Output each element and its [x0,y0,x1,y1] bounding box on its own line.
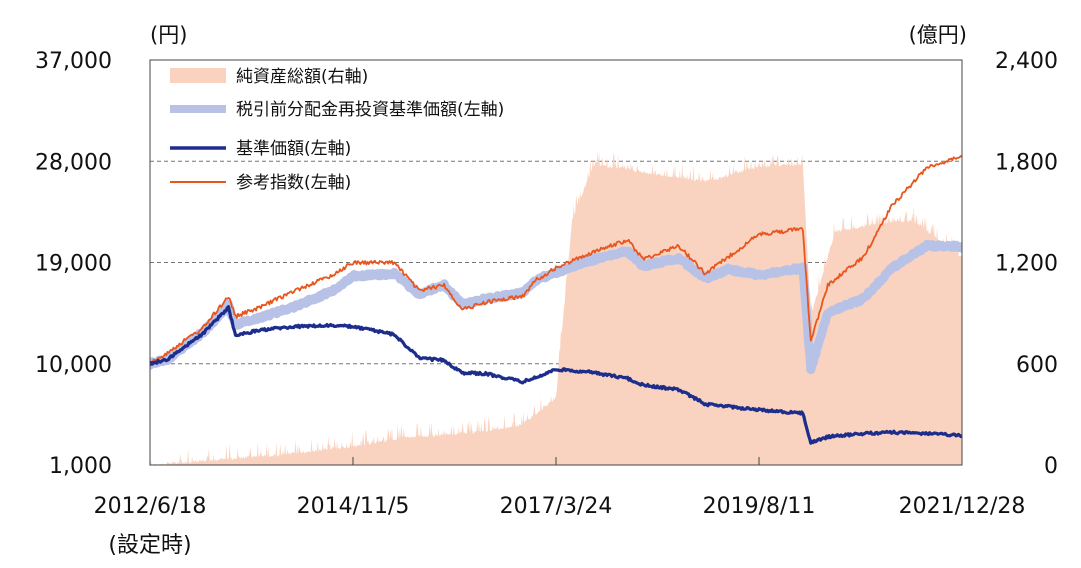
y-right-tick-label: 0 [1044,454,1058,479]
x-tick-sublabel: (設定時) [108,533,191,558]
right-axis: 0 600 1,200 1,800 2,400 [995,49,1058,479]
legend-label-nav: 基準価額(左軸) [236,139,351,159]
gridlines [150,160,962,365]
legend-swatch-net-assets [170,68,226,83]
left-axis: 1,000 10,000 19,000 28,000 37,000 [35,49,112,479]
series-net-assets-area [150,151,962,465]
x-tick-label: 2017/3/24 [500,494,613,519]
x-tick-label: 2019/8/11 [703,494,816,519]
y-right-tick-label: 1,800 [995,150,1058,175]
y-right-tick-label: 1,200 [995,252,1058,277]
right-axis-unit: (億円) [909,23,967,47]
legend-label-reference-index: 参考指数(左軸) [236,173,351,193]
series-reference-index-line [150,155,962,366]
y-left-tick-label: 1,000 [49,454,112,479]
series-reinvested-nav-line [150,239,962,375]
y-left-tick-label: 28,000 [35,150,112,175]
y-right-tick-label: 2,400 [995,49,1058,74]
x-tick-label: 2014/11/5 [297,494,410,519]
y-left-tick-label: 37,000 [35,49,112,74]
y-left-tick-label: 19,000 [35,252,112,277]
series-layer [150,151,962,465]
legend-label-net-assets: 純資産総額(右軸) [236,67,368,87]
left-axis-unit: (円) [150,23,187,47]
y-left-tick-label: 10,000 [35,353,112,378]
x-axis: 2012/6/18 2014/11/5 2017/3/24 2019/8/11 2021… [94,457,1026,519]
legend: 純資産総額(右軸) 税引前分配金再投資基準価額(左軸) 基準価額(左軸) 参考指… [170,67,504,193]
legend-label-reinvested-nav: 税引前分配金再投資基準価額(左軸) [236,100,504,120]
x-tick-label: 2012/6/18 [94,494,207,519]
series-nav-line [150,305,962,445]
y-right-tick-label: 600 [1016,353,1058,378]
x-tick-label: 2021/12/28 [899,494,1026,519]
